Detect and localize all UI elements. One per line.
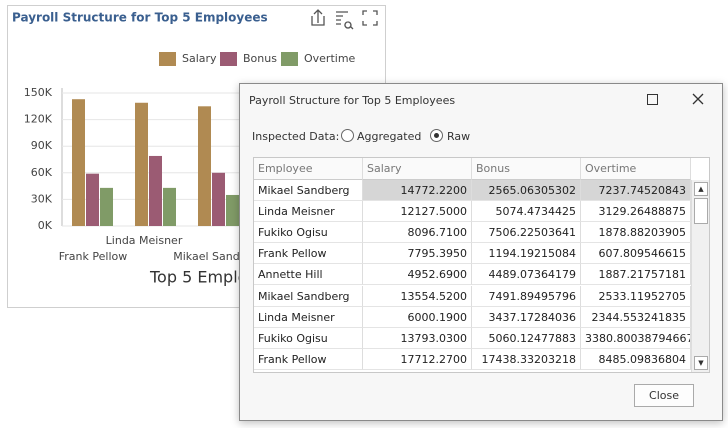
- table-cell: 3129.26488875: [581, 201, 691, 223]
- x-tick-label: Frank Pellow: [59, 250, 127, 263]
- maximize-icon[interactable]: [362, 10, 378, 26]
- bar: [149, 155, 162, 226]
- table-cell: 4489.07364179: [472, 264, 581, 286]
- table-cell: Frank Pellow: [254, 348, 363, 370]
- table-cell: 4952.6900: [363, 264, 472, 286]
- y-tick-label: 30K: [31, 192, 53, 205]
- table-cell: 14772.2200: [363, 180, 472, 201]
- inspected-label: Inspected Data:: [252, 130, 340, 143]
- table-cell: Fukiko Ogisu: [254, 222, 363, 244]
- table-cell: Mikael Sandberg: [254, 180, 363, 201]
- table-cell: 3437.17284036: [472, 306, 581, 328]
- radio-raw[interactable]: [430, 129, 443, 142]
- radio-aggregated[interactable]: [341, 129, 354, 142]
- bar: [226, 194, 239, 226]
- option-label[interactable]: Raw: [447, 130, 471, 143]
- inspector-dialog: Payroll Structure for Top 5 Employees In…: [239, 83, 723, 421]
- panel-title: Payroll Structure for Top 5 Employees: [12, 11, 268, 25]
- table-cell: 5074.4734425: [472, 201, 581, 223]
- maximize-button[interactable]: [647, 94, 658, 105]
- table-cell: 8485.09836804: [581, 348, 691, 370]
- table-cell: 2533.11952705: [581, 285, 691, 307]
- table-cell: 7237.74520843: [581, 180, 691, 201]
- export-icon[interactable]: [311, 9, 325, 26]
- legend-label: Overtime: [304, 52, 356, 65]
- table-cell: 5060.12477883: [472, 327, 581, 349]
- y-tick-label: 0K: [38, 219, 53, 232]
- table-cell: 2565.06305302: [472, 180, 581, 201]
- bar: [86, 173, 99, 226]
- bar: [163, 187, 176, 226]
- column-header: Bonus: [472, 158, 581, 180]
- y-tick-label: 90K: [31, 139, 53, 152]
- legend-label: Salary: [182, 52, 217, 65]
- table-cell: Linda Meisner: [254, 201, 363, 223]
- table-cell: 8096.7100: [363, 222, 472, 244]
- data-table: 8485.09836804 17438.33203218 17712.2700 Fra…: [253, 157, 710, 373]
- table-cell: 7506.22503641: [472, 222, 581, 244]
- table-cell: Linda Meisner: [254, 306, 363, 328]
- table-cell: Fukiko Ogisu: [254, 327, 363, 349]
- column-header: Overtime: [581, 158, 691, 180]
- table-cell: 17438.33203218: [472, 348, 581, 370]
- inspect-icon[interactable]: [336, 11, 354, 30]
- bar: [198, 106, 211, 226]
- table-cell: 13554.5200: [363, 285, 472, 307]
- table-cell: 3380.80038794667: [581, 327, 691, 349]
- legend-swatch: [220, 52, 237, 66]
- y-tick-label: 120K: [24, 113, 53, 126]
- x-tick-label: Linda Meisner: [106, 234, 183, 247]
- bar: [212, 172, 225, 226]
- bar: [72, 99, 85, 226]
- table-cell: 607.809546615: [581, 243, 691, 265]
- table-cell: 1194.19215084: [472, 243, 581, 265]
- dialog-title: Payroll Structure for Top 5 Employees: [249, 94, 456, 107]
- table-cell: 1878.88203905: [581, 222, 691, 244]
- column-header: Employee: [254, 158, 363, 180]
- bar: [100, 187, 113, 226]
- close-x-button[interactable]: [692, 93, 704, 105]
- table-cell: 1887.21757181: [581, 264, 691, 286]
- table-cell: Frank Pellow: [254, 243, 363, 265]
- table-cell: 2344.553241835: [581, 306, 691, 328]
- table-cell: Annette Hill: [254, 264, 363, 286]
- legend-swatch: [281, 52, 298, 66]
- y-tick-label: 60K: [31, 166, 53, 179]
- scrollbar[interactable]: ▲ ▼: [691, 180, 709, 372]
- bar: [135, 102, 148, 226]
- legend-label: Bonus: [243, 52, 277, 65]
- table-cell: 7795.3950: [363, 243, 472, 265]
- table-cell: 13793.0300: [363, 327, 472, 349]
- column-header: Salary: [363, 158, 472, 180]
- panel-icons[interactable]: [311, 9, 378, 30]
- option-label[interactable]: Aggregated: [357, 130, 422, 143]
- table-cell: 17712.2700: [363, 348, 472, 370]
- table-cell: 7491.89495796: [472, 285, 581, 307]
- legend-swatch: [159, 52, 176, 66]
- y-tick-label: 150K: [24, 86, 53, 99]
- table-cell: Mikael Sandberg: [254, 285, 363, 307]
- table-cell: 12127.5000: [363, 201, 472, 223]
- close-button[interactable]: Close: [634, 384, 694, 407]
- table-cell: 6000.1900: [363, 306, 472, 328]
